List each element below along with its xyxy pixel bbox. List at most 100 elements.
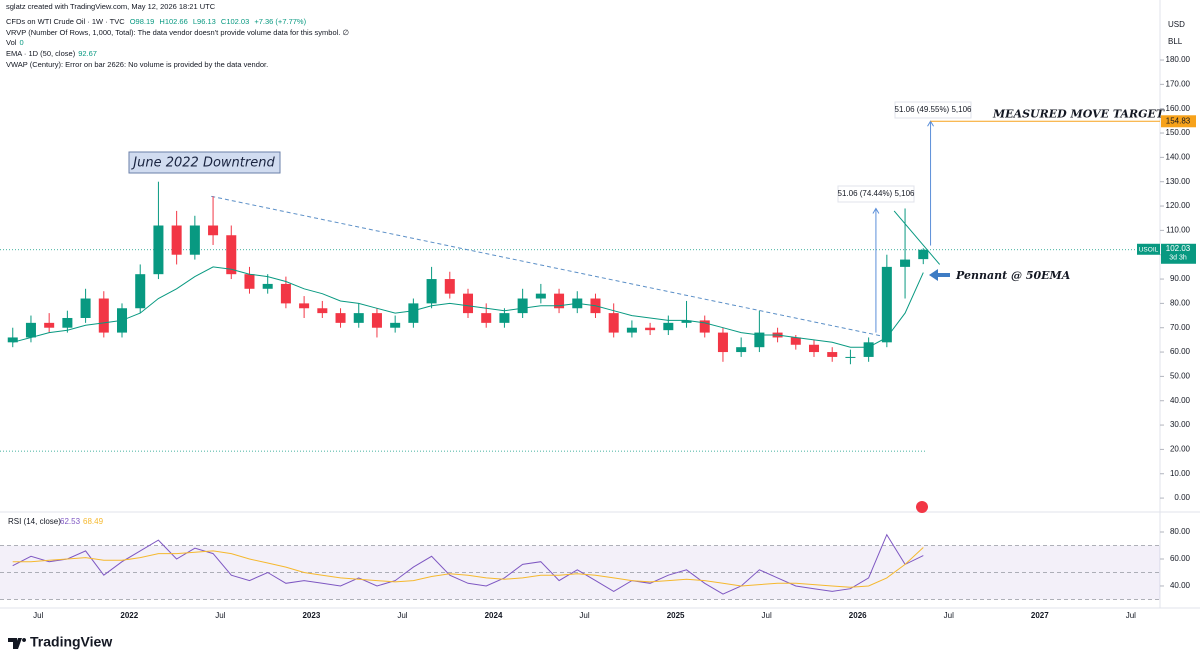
candle-body [717, 332, 728, 353]
candle-body [663, 322, 674, 331]
y-tick-label: 40.00 [1170, 581, 1191, 590]
downtrend-label: June 2022 Downtrend [130, 156, 275, 171]
y-tick-label: 10.00 [1170, 469, 1191, 478]
candle-body [444, 279, 455, 294]
x-tick-label: 2025 [667, 611, 685, 620]
symbol: CFDs on WTI Crude Oil · 1W · TVC [6, 16, 125, 26]
trendline [211, 195, 889, 338]
x-tick-label: 2027 [1031, 611, 1049, 620]
candle-body [280, 283, 291, 304]
candle-body [98, 298, 109, 333]
x-tick-label: Jul [944, 611, 954, 620]
measure-box [837, 185, 915, 203]
candle-body [900, 259, 911, 267]
y-tick-label: 180.00 [1166, 55, 1191, 64]
candle-body [390, 322, 401, 328]
y-tick-label: 40.00 [1170, 396, 1191, 405]
candle-body [918, 249, 929, 260]
pennant-line [893, 210, 941, 265]
y-tick-label: 150.00 [1166, 128, 1191, 137]
rsi-value: 62.53 [60, 517, 81, 526]
candle-body [499, 313, 510, 323]
ema-line [12, 266, 924, 348]
candle-body [208, 225, 219, 236]
x-tick-label: 2024 [485, 611, 503, 620]
y-tick-label: 30.00 [1170, 420, 1191, 429]
y-tick-label: 20.00 [1170, 445, 1191, 454]
candle-body [44, 322, 55, 328]
pennant-label: Pennant @ 50EMA [955, 269, 1071, 282]
candle-body [790, 337, 801, 345]
ema-label: EMA · 1D (50, close) [6, 49, 76, 59]
candle-body [153, 225, 164, 275]
last-price: 102.03 [1166, 244, 1191, 253]
x-tick-label: Jul [1126, 611, 1136, 620]
candle-body [244, 274, 255, 289]
y-tick-label: 130.00 [1166, 177, 1191, 186]
vrvp: VRVP (Number Of Rows, 1,000, Total): The… [6, 27, 349, 37]
open: O98.19 [129, 16, 155, 26]
arrow-head [872, 207, 880, 214]
currency: USD [1168, 20, 1185, 29]
y-tick-label: 170.00 [1166, 79, 1191, 88]
arrow-head [927, 120, 934, 127]
candle-body [189, 225, 200, 255]
candle-body [408, 303, 419, 323]
candle-body [7, 337, 18, 343]
candle-body [881, 266, 892, 343]
change: +7.36 (+7.77%) [254, 16, 307, 26]
price-box [1161, 243, 1196, 264]
credit: sglatz created with TradingView.com, May… [6, 2, 216, 11]
candle-body [25, 322, 36, 338]
candle-body [699, 320, 710, 333]
candle-body [299, 303, 310, 309]
x-tick-label: Jul [762, 611, 772, 620]
candle-body [736, 347, 747, 353]
candle-body [827, 352, 838, 357]
candle-body [171, 225, 182, 255]
measure-label: 51.06 (49.55%) 5,106 [895, 105, 972, 114]
close: C102.03 [220, 16, 250, 26]
rsi-value: 68.49 [83, 517, 104, 526]
x-tick-label: Jul [397, 611, 407, 620]
candle-body [645, 327, 656, 331]
candle-body [80, 298, 91, 318]
y-tick-label: 60.00 [1170, 347, 1191, 356]
candle-body [626, 327, 637, 333]
candle-body [353, 313, 364, 323]
candle-body [226, 235, 237, 275]
ema-line: EMA · 1D (50, close) 92.67 [6, 49, 349, 60]
x-tick-label: Jul [579, 611, 589, 620]
ema-value: 92.67 [78, 49, 97, 59]
candle-body [535, 293, 546, 299]
y-tick-label: 80.00 [1170, 527, 1191, 536]
ticker: USOIL [1139, 246, 1159, 253]
candle-body [608, 313, 619, 333]
high: H102.66 [159, 16, 188, 26]
candle-body [481, 313, 492, 323]
rsi-line [12, 533, 924, 595]
candle-body [754, 332, 765, 348]
y-tick-label: 50.00 [1170, 372, 1191, 381]
vwap: VWAP (Century): Error on bar 2626: No vo… [6, 59, 269, 69]
y-tick-label: 70.00 [1170, 323, 1191, 332]
news-icon [916, 501, 928, 513]
measure-box [894, 101, 972, 119]
vol-line: Vol 0 [6, 38, 349, 49]
x-tick-label: 2023 [302, 611, 320, 620]
logo-mark [8, 638, 27, 649]
y-tick-label: 120.00 [1166, 201, 1191, 210]
target-price: 154.83 [1166, 116, 1191, 125]
target-label: MEASURED MOVE TARGET [992, 107, 1165, 120]
rsi-line [12, 547, 924, 588]
candle-body [371, 313, 382, 328]
y-tick-label: 160.00 [1166, 104, 1191, 113]
candle-body [262, 283, 273, 289]
candle-body [808, 344, 820, 353]
candle-body [317, 308, 328, 314]
candle-body [62, 317, 73, 328]
vol-value: 0 [19, 38, 24, 48]
x-tick-label: Jul [33, 611, 43, 620]
